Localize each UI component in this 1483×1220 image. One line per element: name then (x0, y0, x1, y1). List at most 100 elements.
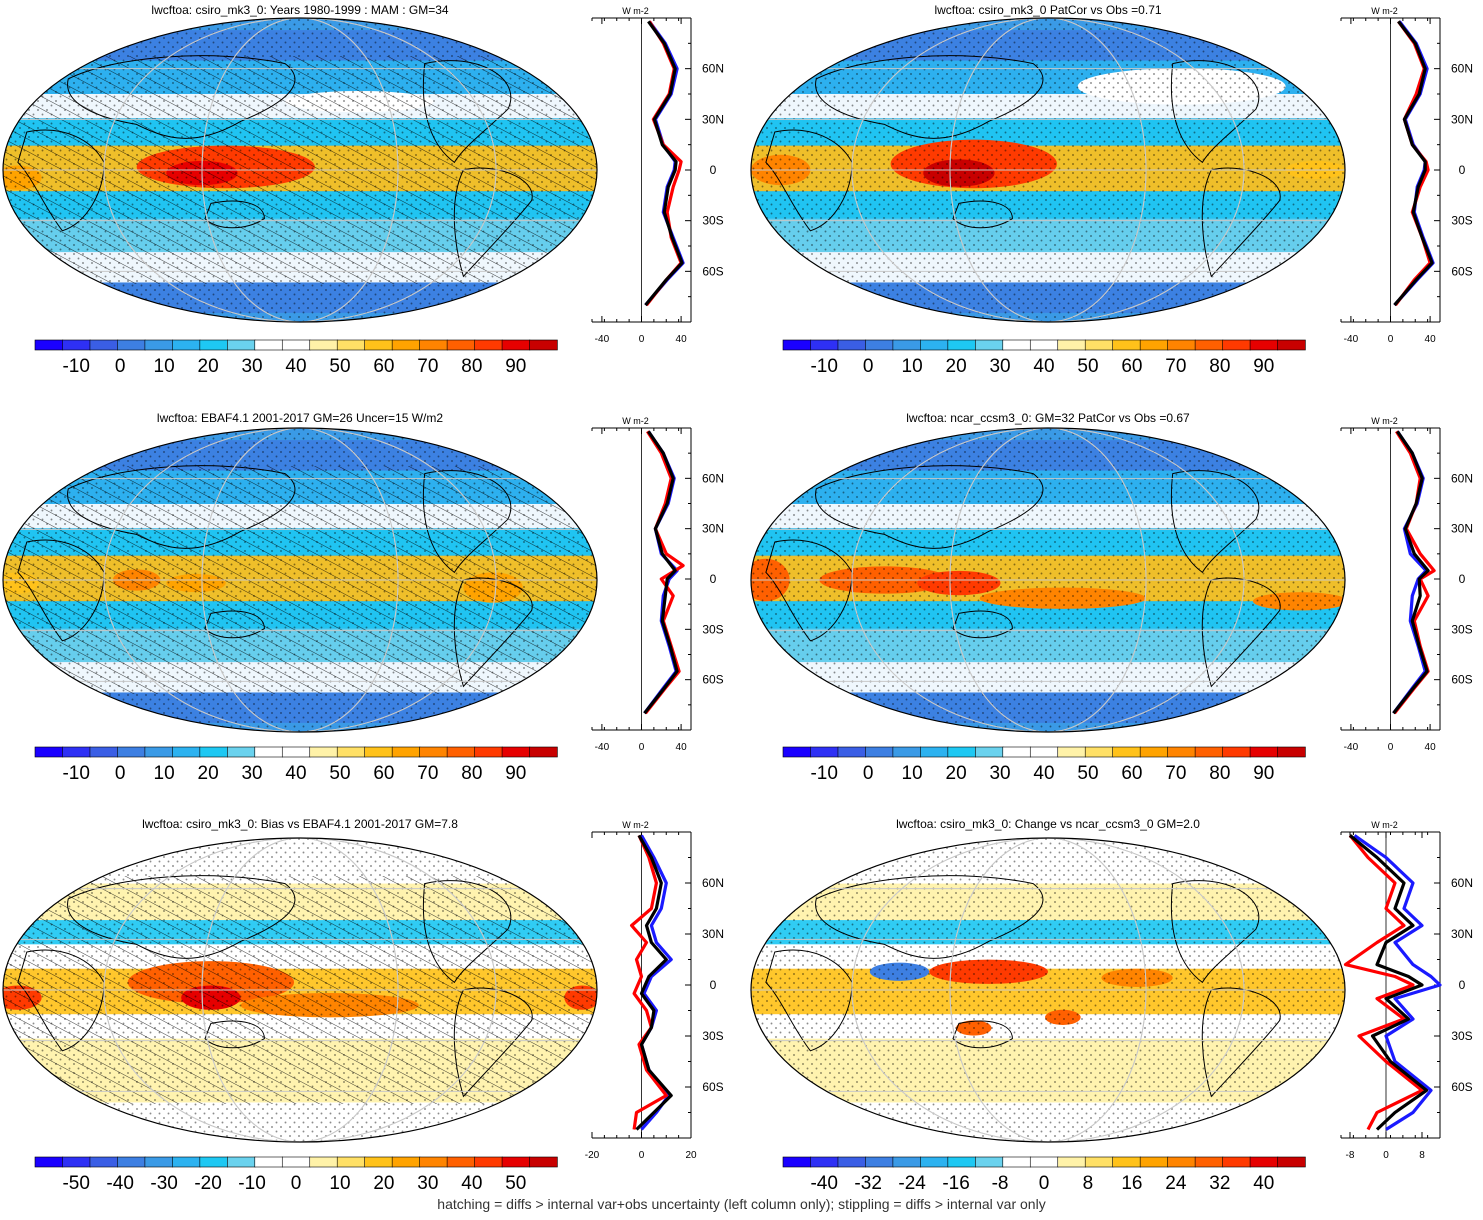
zonal-lat-tick-label: 60N (702, 471, 724, 485)
colorbar-swatch (501, 339, 531, 351)
colorbar-tick-label: -40 (810, 1173, 837, 1194)
zonal-unit-label: W m-2 (622, 820, 649, 830)
colorbar-tick-label: -10 (238, 1173, 265, 1194)
meridian-gridline (201, 838, 399, 1142)
colorbar-tick-label: 80 (1209, 356, 1230, 377)
colorbar-swatch (865, 1156, 894, 1168)
coastline (17, 129, 105, 232)
zonal-lat-tick-label: 60N (1451, 471, 1473, 485)
colorbar-swatch (810, 339, 839, 351)
colorbar-tick-label: 10 (329, 1173, 350, 1194)
coastline (422, 880, 512, 984)
colorbar-swatch (34, 339, 64, 351)
colorbar-swatch (62, 339, 91, 351)
colorbar-swatch (947, 1156, 977, 1168)
colorbar-swatch (254, 746, 283, 758)
colorbar-swatch (1029, 339, 1059, 351)
coastline (67, 875, 296, 959)
zonal-lat-tick-label: 30N (702, 112, 724, 126)
colorbar-swatch (391, 339, 421, 351)
colorbar-swatch (837, 1156, 867, 1168)
colorbar-swatch (1139, 1156, 1169, 1168)
coastline (815, 55, 1044, 139)
colorbar-swatch (336, 1156, 366, 1168)
colorbar-tick-label: 90 (505, 356, 526, 377)
colorbar-tick-label: 20 (198, 763, 219, 784)
zonal-series-obs (643, 430, 679, 715)
colorbar-swatch (501, 1156, 531, 1168)
colorbar-swatch (1222, 339, 1251, 351)
colorbar-tick-label: 20 (946, 763, 967, 784)
colorbar-swatch (810, 746, 839, 758)
colorbar-tick-label: -32 (854, 1173, 881, 1194)
colorbar-swatch (529, 339, 558, 351)
map-field (751, 18, 1345, 322)
zonal-lat-tick-label: 60N (702, 876, 724, 890)
colorbar-swatch (1249, 339, 1279, 351)
coastline (1170, 60, 1260, 164)
zonal-lat-tick-label: 0 (1459, 163, 1466, 177)
colorbar-tick-label: 80 (1209, 763, 1230, 784)
zonal-lat-tick-label: 0 (710, 163, 717, 177)
zonal-lat-tick-label: 60N (702, 62, 724, 76)
colorbar-swatch (364, 746, 393, 758)
colorbar-swatch (309, 339, 338, 351)
colorbar-tick-label: -10 (62, 763, 89, 784)
colorbar-tick-label: 70 (417, 356, 438, 377)
colorbar-swatch (89, 339, 119, 351)
zonal-lat-tick-label: 30N (1451, 112, 1473, 126)
colorbar-swatch (1194, 339, 1224, 351)
colorbar-tick-label: 10 (902, 356, 923, 377)
zonal-lat-tick-label: 0 (710, 572, 717, 586)
coastline (453, 987, 533, 1098)
zonal-mean-panel: -40 0 40 W m-2 60N 30N 0 30S 60S (591, 416, 724, 753)
colorbar-tick-label: 70 (1165, 763, 1186, 784)
colorbar-tick-label: -16 (942, 1173, 969, 1194)
colorbar-swatch (34, 746, 64, 758)
colorbar-swatch (62, 1156, 91, 1168)
colorbar-swatch (1002, 339, 1031, 351)
panel-3: lwcftoa: EBAF4.1 2001-2017 GM=26 Uncer=1… (2, 411, 724, 784)
colorbar-tick-label: 20 (198, 356, 219, 377)
coastline (204, 1020, 265, 1049)
colorbar-swatch (1002, 1156, 1031, 1168)
map-border (2, 17, 598, 323)
panel-4: lwcftoa: ncar_ccsm3_0: GM=32 PatCor vs O… (750, 411, 1473, 784)
colorbar-swatch (89, 1156, 119, 1168)
map-border (2, 427, 598, 733)
map-border (750, 427, 1346, 733)
colorbar-swatch (1249, 1156, 1279, 1168)
colorbar-swatch (1112, 1156, 1141, 1168)
coastline (422, 470, 512, 574)
colorbar-swatch (336, 339, 366, 351)
meridian-gridline (851, 838, 1245, 1142)
zonal-x-tick-label: -40 (595, 334, 610, 345)
zonal-x-tick-label: -40 (1344, 742, 1359, 753)
colorbar-swatch (254, 1156, 283, 1168)
colorbar-tick-label: 40 (1033, 763, 1054, 784)
colorbar-swatch (419, 339, 448, 351)
zonal-lat-tick-label: 0 (710, 978, 717, 992)
colorbar-swatch (1249, 746, 1279, 758)
zonal-lat-tick-label: 30N (1451, 927, 1473, 941)
zonal-mean-panel: -40 0 40 W m-2 60N 30N 0 30S 60S (1340, 6, 1473, 345)
colorbar-swatch (309, 1156, 338, 1168)
colorbar-swatch (1222, 1156, 1251, 1168)
colorbar-swatch (1139, 339, 1169, 351)
colorbar-tick-label: 50 (1077, 763, 1098, 784)
zonal-series-obs (635, 834, 673, 1131)
panel-title: lwcftoa: csiro_mk3_0: Bias vs EBAF4.1 20… (142, 817, 458, 831)
zonal-unit-label: W m-2 (1371, 6, 1398, 16)
colorbar-swatch (199, 339, 229, 351)
colorbar-tick-label: -10 (62, 356, 89, 377)
colorbar-swatch (391, 746, 421, 758)
colorbar-swatch (920, 1156, 949, 1168)
colorbar-swatch (837, 746, 867, 758)
meridian-gridline (851, 428, 1245, 732)
coastline (765, 129, 853, 232)
colorbar-swatch (975, 1156, 1004, 1168)
colorbar-swatch (254, 339, 283, 351)
zonal-x-tick-label: 20 (685, 1150, 697, 1161)
colorbar-swatch (1194, 1156, 1224, 1168)
colorbar-tick-label: 32 (1209, 1173, 1230, 1194)
